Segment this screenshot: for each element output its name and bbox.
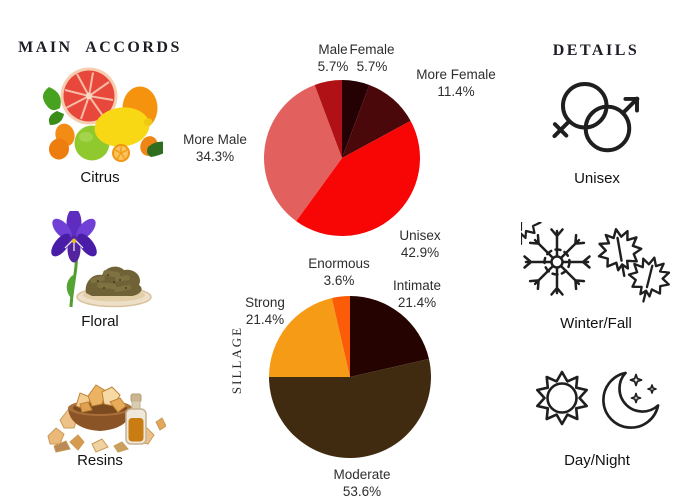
- sillage-label-enormous-name: Enormous: [308, 256, 370, 271]
- iris-illustration: [51, 208, 152, 308]
- detail-label-unisex: Unisex: [574, 170, 620, 187]
- pie-slice-unisex: [296, 120, 420, 236]
- accord-label-citrus: Citrus: [80, 169, 120, 186]
- sillage-label-strong-name: Strong: [245, 295, 285, 310]
- sillage-label-moderate-name: Moderate: [333, 467, 391, 482]
- gender-label-more-male-name: More Male: [183, 132, 247, 147]
- citrus-illustration: [42, 67, 172, 162]
- sillage-label-strong: Strong 21.4%: [245, 294, 285, 328]
- resin-illustration: [47, 384, 167, 453]
- sillage-label-intimate-pct: 21.4%: [397, 295, 437, 310]
- gender-pie-svg: [264, 80, 420, 236]
- pie-slice-intimate: [350, 296, 429, 377]
- star-icon: [647, 384, 657, 394]
- gender-label-more-male: More Male 34.3%: [183, 131, 247, 165]
- accord-label-floral: Floral: [81, 313, 119, 330]
- snowflake-maple-leaves-icon: [500, 199, 676, 314]
- sillage-label-intimate: Intimate 21.4%: [393, 277, 441, 311]
- pie-slice-strong: [269, 298, 350, 377]
- sillage-label-enormous: Enormous 3.6%: [308, 255, 370, 289]
- sillage-axis-label: SILLAGE: [229, 325, 244, 395]
- snowflake-icon: [523, 228, 591, 296]
- sillage-pie-chart: [269, 296, 431, 458]
- star-icon: [629, 373, 643, 387]
- sun-moon-icon: [524, 354, 669, 446]
- sillage-label-moderate-pct: 53.6%: [342, 484, 382, 499]
- maple-leaves-icon: [500, 199, 676, 308]
- gender-label-unisex-pct: 42.9%: [400, 245, 440, 260]
- gender-label-unisex-name: Unisex: [399, 228, 441, 243]
- sillage-label-strong-pct: 21.4%: [245, 312, 285, 327]
- pie-slice-more-male: [264, 84, 342, 222]
- pie-slice-more-female: [342, 84, 411, 158]
- floral-image: [42, 208, 162, 311]
- citrus-image: [37, 58, 172, 164]
- gender-label-female-pct: 5.7%: [356, 59, 388, 74]
- pie-slice-moderate: [269, 358, 431, 458]
- gender-label-unisex: Unisex 42.9%: [399, 227, 440, 261]
- sillage-label-enormous-pct: 3.6%: [323, 273, 355, 288]
- moon-icon: [602, 371, 660, 429]
- accord-label-resins: Resins: [77, 452, 123, 469]
- pie-slice-female: [342, 80, 370, 158]
- main-accords-title: MAIN ACCORDS: [18, 39, 182, 57]
- sun-icon: [536, 370, 588, 426]
- gender-label-more-female-name: More Female: [416, 67, 496, 82]
- gender-label-more-female-pct: 11.4%: [437, 84, 475, 99]
- winter-fall-icon-svg: [500, 199, 676, 308]
- gender-pie-chart: [264, 80, 420, 236]
- unisex-icon-svg: [552, 81, 640, 153]
- sillage-label-intimate-name: Intimate: [392, 278, 442, 293]
- detail-label-winter-fall: Winter/Fall: [560, 315, 632, 332]
- gender-label-female: Female 5.7%: [349, 41, 394, 75]
- gender-label-more-male-pct: 34.3%: [195, 149, 235, 164]
- gender-label-female-name: Female: [349, 42, 395, 57]
- unisex-gender-icon: [545, 75, 651, 163]
- details-title: DETAILS: [552, 42, 640, 60]
- gender-label-more-female: More Female 11.4%: [416, 66, 496, 100]
- pie-slice-male: [314, 80, 342, 158]
- pie-slice-enormous: [331, 296, 350, 377]
- sillage-label-moderate: Moderate 53.6%: [333, 466, 390, 500]
- gender-label-male-pct: 5.7%: [317, 59, 349, 74]
- day-night-icon-svg: [536, 370, 660, 429]
- detail-label-day-night: Day/Night: [564, 452, 630, 469]
- sillage-pie-svg: [269, 296, 431, 458]
- gender-label-male: Male 5.7%: [318, 41, 349, 75]
- resins-image: [40, 358, 167, 453]
- gender-label-male-name: Male: [318, 42, 348, 57]
- star-icon: [630, 392, 642, 404]
